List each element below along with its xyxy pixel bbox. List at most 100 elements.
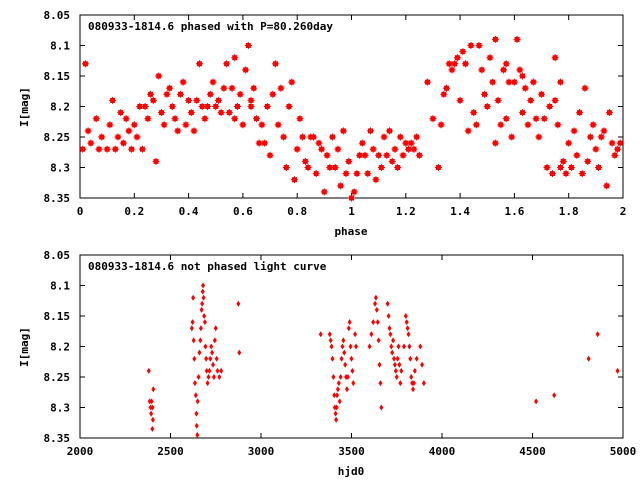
data-point [211,361,216,368]
data-point [390,349,395,356]
y-tick-label: 8.15 [44,310,71,323]
data-point [527,96,535,104]
data-point [150,416,155,423]
data-point [406,331,411,338]
data-point [179,78,187,86]
y-tick-label: 8.25 [44,131,71,144]
data-point [508,133,516,141]
data-point [194,422,199,429]
x-tick-label: 1.4 [450,205,470,218]
y-tick-label: 8.35 [44,192,71,205]
data-point [331,374,336,380]
data-point [138,145,146,153]
y-tick-label: 8.3 [50,162,70,175]
data-point [133,133,141,141]
data-point [339,355,344,362]
data-point [200,288,205,295]
data-point [150,425,155,432]
y-tick-label: 8.2 [50,341,70,354]
data-point [151,386,156,393]
data-point [351,380,356,387]
data-point [95,145,103,153]
data-point [195,431,200,438]
x-tick-label: 4000 [429,445,456,458]
data-point [386,127,394,135]
data-point [586,355,591,362]
data-point [247,96,255,104]
data-point [320,188,328,196]
data-point [532,115,540,123]
data-point [334,404,339,411]
data-point [332,392,337,399]
data-point [328,133,336,141]
data-point [373,300,378,307]
data-point [157,109,165,117]
data-point [128,145,136,153]
data-point [387,325,392,332]
data-point [149,398,154,405]
data-point [288,78,296,86]
data-point [581,84,589,92]
data-point [223,60,231,68]
data-point [456,96,464,104]
data-point [266,151,274,159]
data-point [467,42,475,49]
data-point [147,90,155,98]
data-point [576,109,584,117]
data-point [408,355,413,362]
data-point [367,343,372,350]
data-point [347,319,352,326]
data-point [345,374,350,380]
data-point [193,96,201,104]
data-point [411,386,416,393]
data-point [215,367,220,374]
data-point [274,121,282,129]
data-point [494,96,502,104]
data-point [592,145,600,153]
data-point [379,404,384,411]
data-point [415,151,423,159]
data-point [176,90,184,98]
data-point [87,139,95,147]
data-point [519,109,527,117]
data-point [166,84,174,92]
data-point [81,60,89,68]
unphased-plot-title: 080933-1814.6 not phased light curve [88,260,327,273]
data-point [543,164,551,171]
data-point [586,133,594,141]
phased-data-points [79,35,624,202]
data-point [187,109,195,117]
data-point [236,90,244,98]
data-point [125,127,133,135]
unphased-y-axis-label: I[mag] [18,327,31,367]
data-point [567,164,575,171]
data-point [247,103,255,110]
data-point [595,164,603,171]
data-point [394,374,399,380]
data-point [231,115,239,123]
data-point [342,349,347,356]
data-point [346,325,351,332]
data-point [410,145,418,153]
data-point [203,343,208,350]
x-tick-label: 2000 [67,445,94,458]
data-point [200,300,205,307]
data-point [190,319,195,326]
data-point [372,176,380,184]
data-point [182,121,190,129]
y-tick-label: 8.3 [50,402,70,415]
data-point [213,325,218,332]
data-point [195,398,200,405]
phased-y-ticks: 8.05 8.1 8.15 8.2 8.25 8.3 8.35 [44,9,623,205]
data-point [534,398,539,405]
y-tick-label: 8.05 [44,9,71,22]
x-tick-label: 0.2 [124,205,144,218]
data-point [239,121,247,129]
data-point [214,355,219,362]
data-point [388,331,393,338]
data-point [301,157,309,165]
data-point [204,103,212,110]
data-point [364,170,372,178]
data-point [233,103,241,110]
data-point [559,157,567,165]
